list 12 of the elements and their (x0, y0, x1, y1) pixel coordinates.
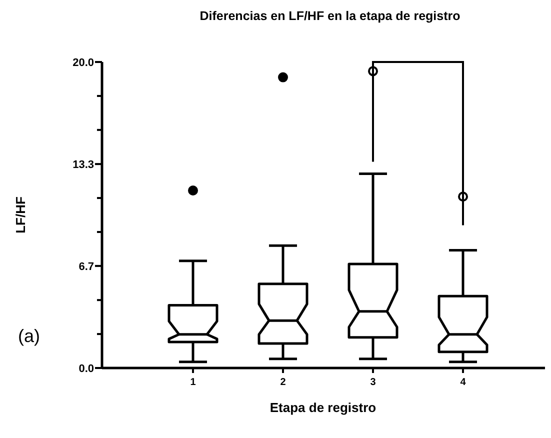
x-axis-title: Etapa de registro (270, 400, 376, 415)
x-tick-label: 4 (460, 377, 466, 388)
x-tick-label: 2 (280, 377, 286, 388)
y-tick-label: 13.3 (72, 159, 94, 172)
y-tick-label: 0.0 (78, 363, 94, 375)
text: (a) (18, 326, 40, 346)
chart-title: Diferencias en LF/HF en la etapa de registro (200, 9, 461, 23)
y-tick-label: 20.0 (72, 57, 94, 69)
x-tick-label: 1 (190, 377, 196, 388)
y-axis-title: LF/HF (13, 196, 28, 234)
x-tick-label: 3 (370, 377, 376, 388)
y-tick-label: 6.7 (78, 260, 94, 273)
